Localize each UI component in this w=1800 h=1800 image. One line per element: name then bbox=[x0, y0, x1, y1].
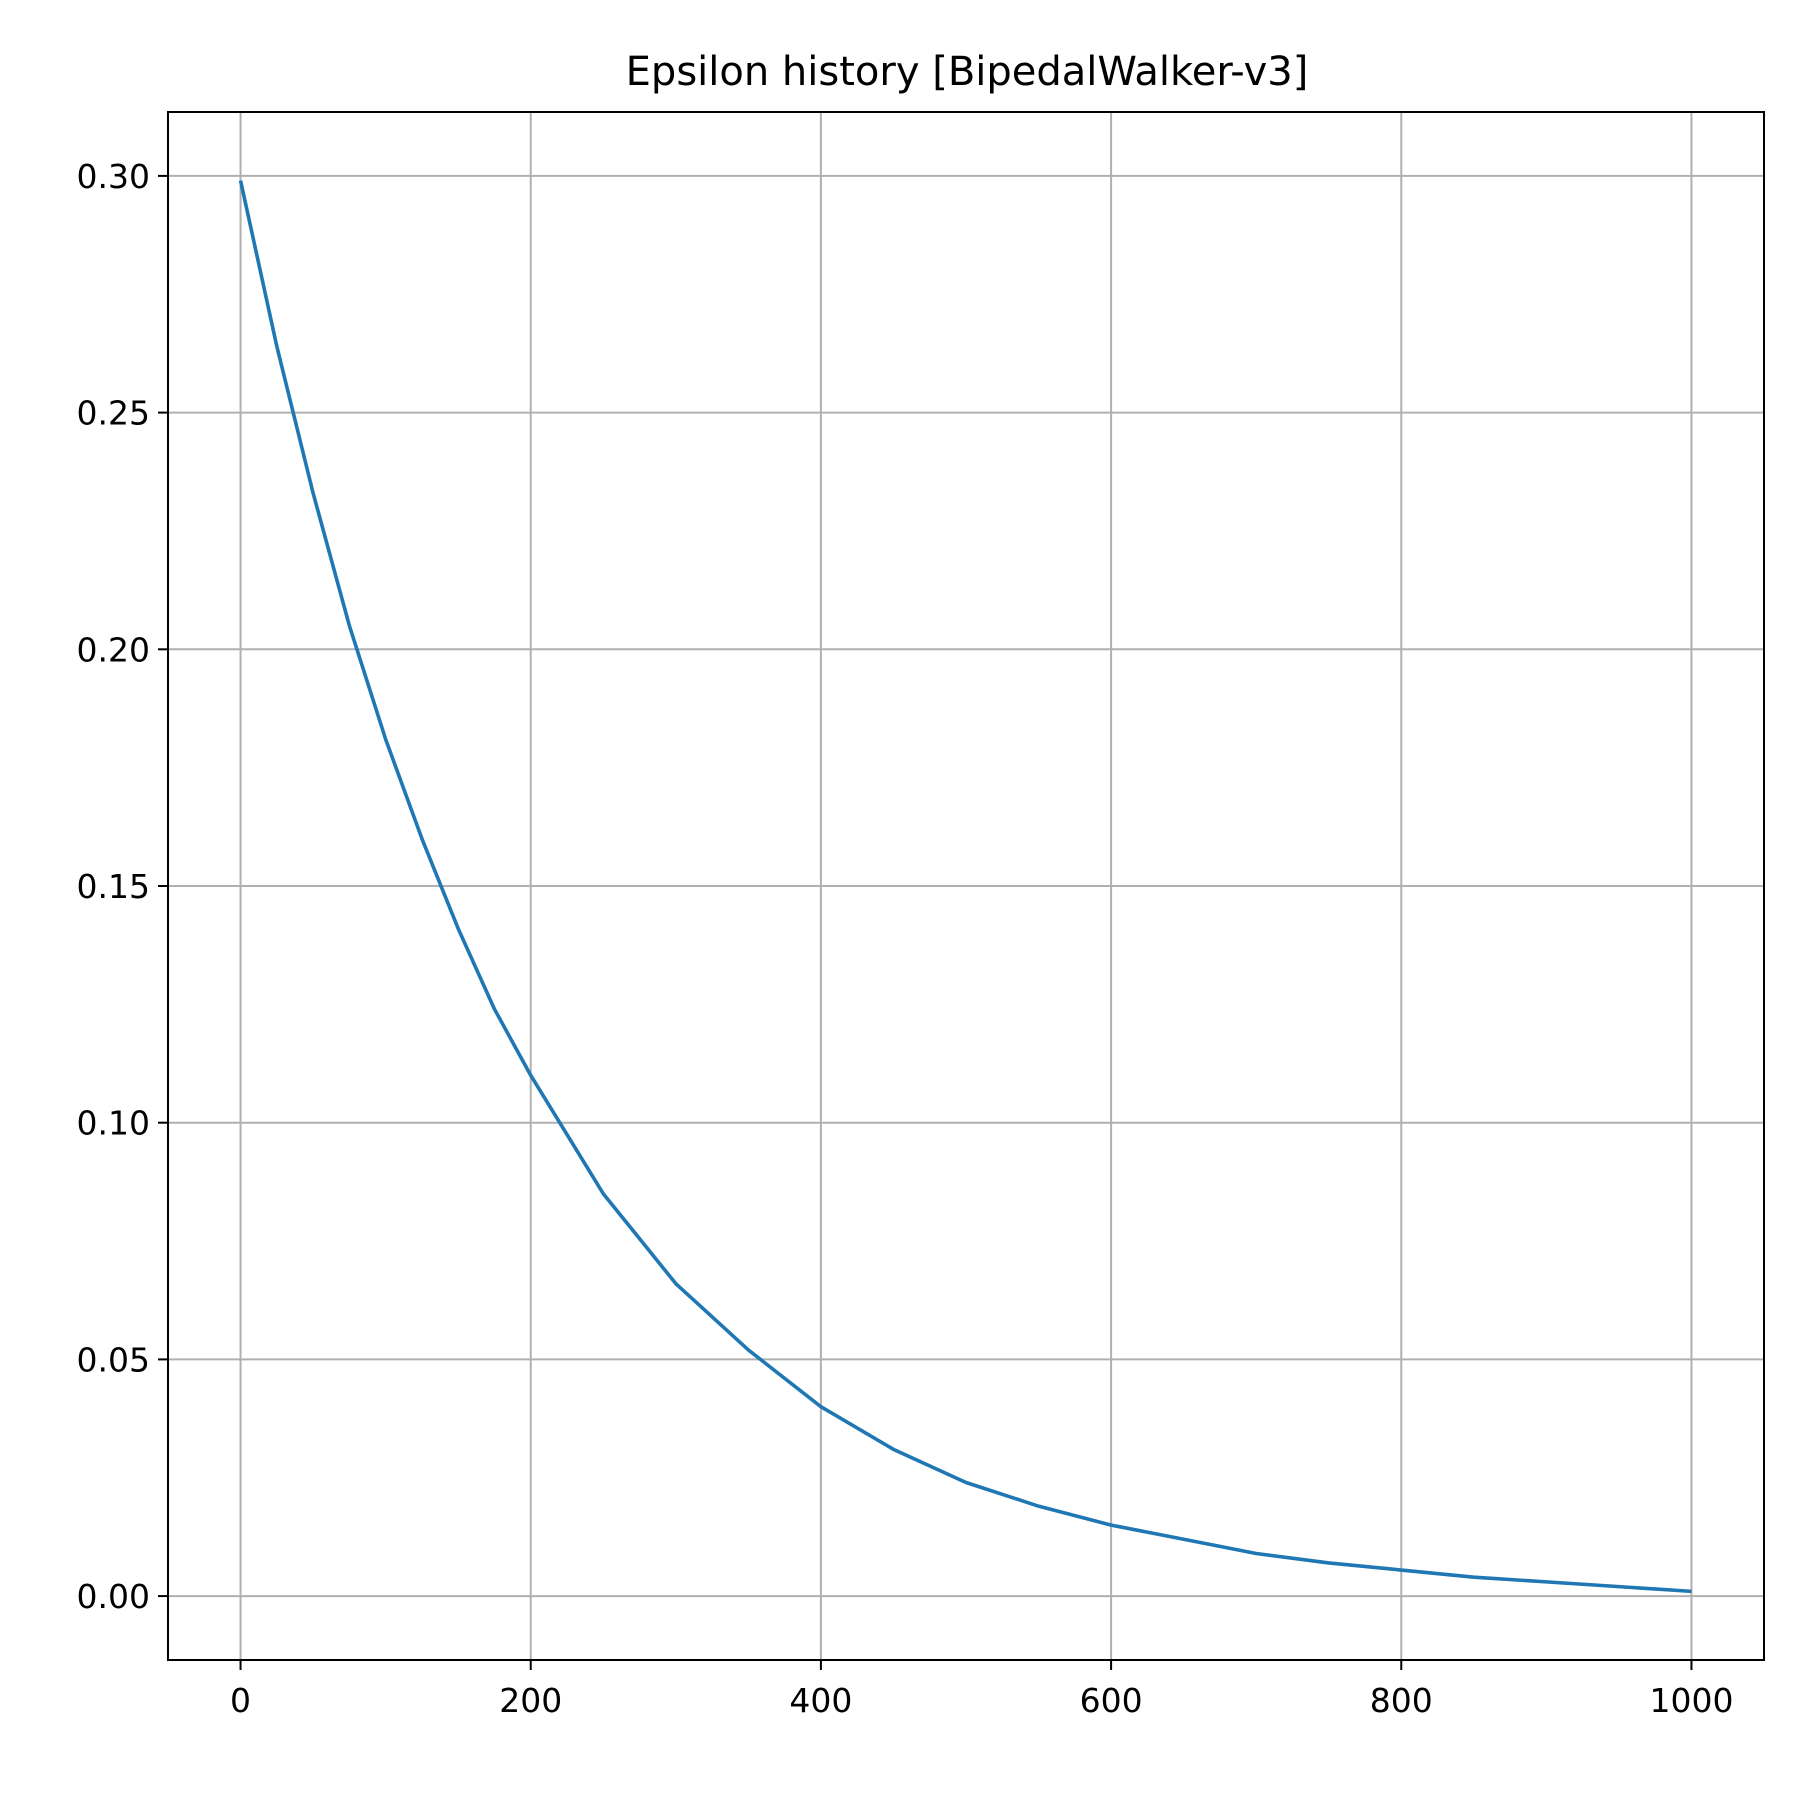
x-tick-label: 200 bbox=[499, 1681, 562, 1720]
x-tick-label: 1000 bbox=[1649, 1681, 1733, 1720]
x-axis-ticks: 0 200 400 600 800 1000 bbox=[230, 1660, 1733, 1720]
series-layer bbox=[238, 180, 1692, 1594]
series-line bbox=[238, 180, 1692, 1594]
y-tick-label: 0.05 bbox=[77, 1340, 150, 1379]
y-tick-label: 0.20 bbox=[77, 630, 150, 669]
x-tick-label: 400 bbox=[789, 1681, 852, 1720]
y-tick-label: 0.10 bbox=[77, 1104, 150, 1143]
y-axis-ticks: 0.00 0.05 0.10 0.15 0.20 0.25 0.30 bbox=[77, 157, 168, 1616]
y-tick-label: 0.15 bbox=[77, 867, 150, 906]
chart-title: Epsilon history [BipedalWalker-v3] bbox=[626, 49, 1309, 95]
grid-lines bbox=[168, 112, 1764, 1660]
y-tick-label: 0.25 bbox=[77, 394, 150, 433]
y-tick-label: 0.00 bbox=[77, 1577, 150, 1616]
x-tick-label: 800 bbox=[1370, 1681, 1433, 1720]
x-tick-label: 0 bbox=[230, 1681, 251, 1720]
x-tick-label: 600 bbox=[1080, 1681, 1143, 1720]
y-tick-label: 0.30 bbox=[77, 157, 150, 196]
